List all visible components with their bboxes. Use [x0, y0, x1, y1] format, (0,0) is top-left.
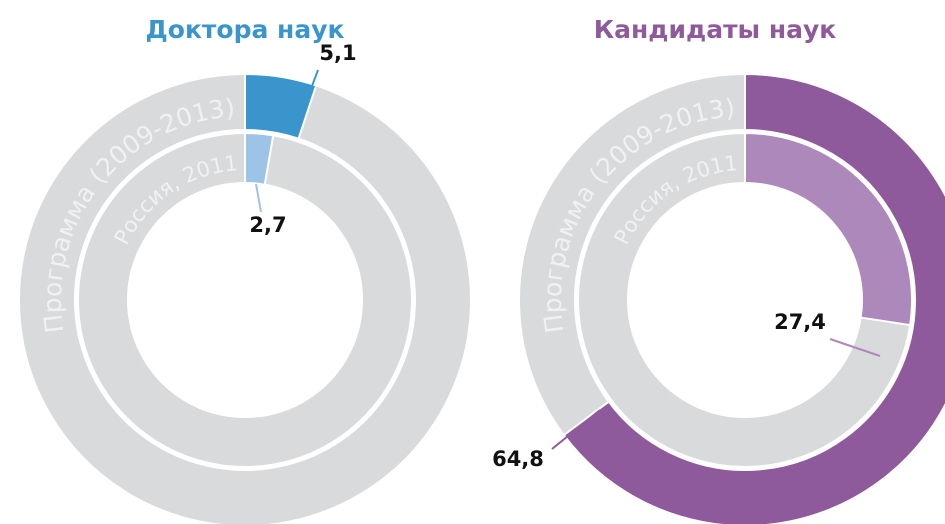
value-label: 64,8: [492, 447, 544, 471]
donut-segment: [244, 131, 275, 186]
leader-line: [829, 338, 881, 357]
value-label: 27,4: [774, 310, 826, 334]
ring-background: [18, 72, 472, 524]
chart-title: Доктора наук: [146, 15, 345, 44]
donut-segment: [562, 72, 945, 524]
donut-segment: [744, 131, 913, 327]
leader-line: [299, 69, 319, 119]
value-label: 5,1: [319, 41, 356, 65]
donut-segment: [244, 72, 318, 140]
value-label: 2,7: [249, 213, 286, 237]
leader-line: [255, 183, 262, 213]
leader-line: [551, 409, 601, 450]
ring-background: [77, 131, 413, 468]
chart-title: Кандидаты наук: [594, 15, 837, 44]
